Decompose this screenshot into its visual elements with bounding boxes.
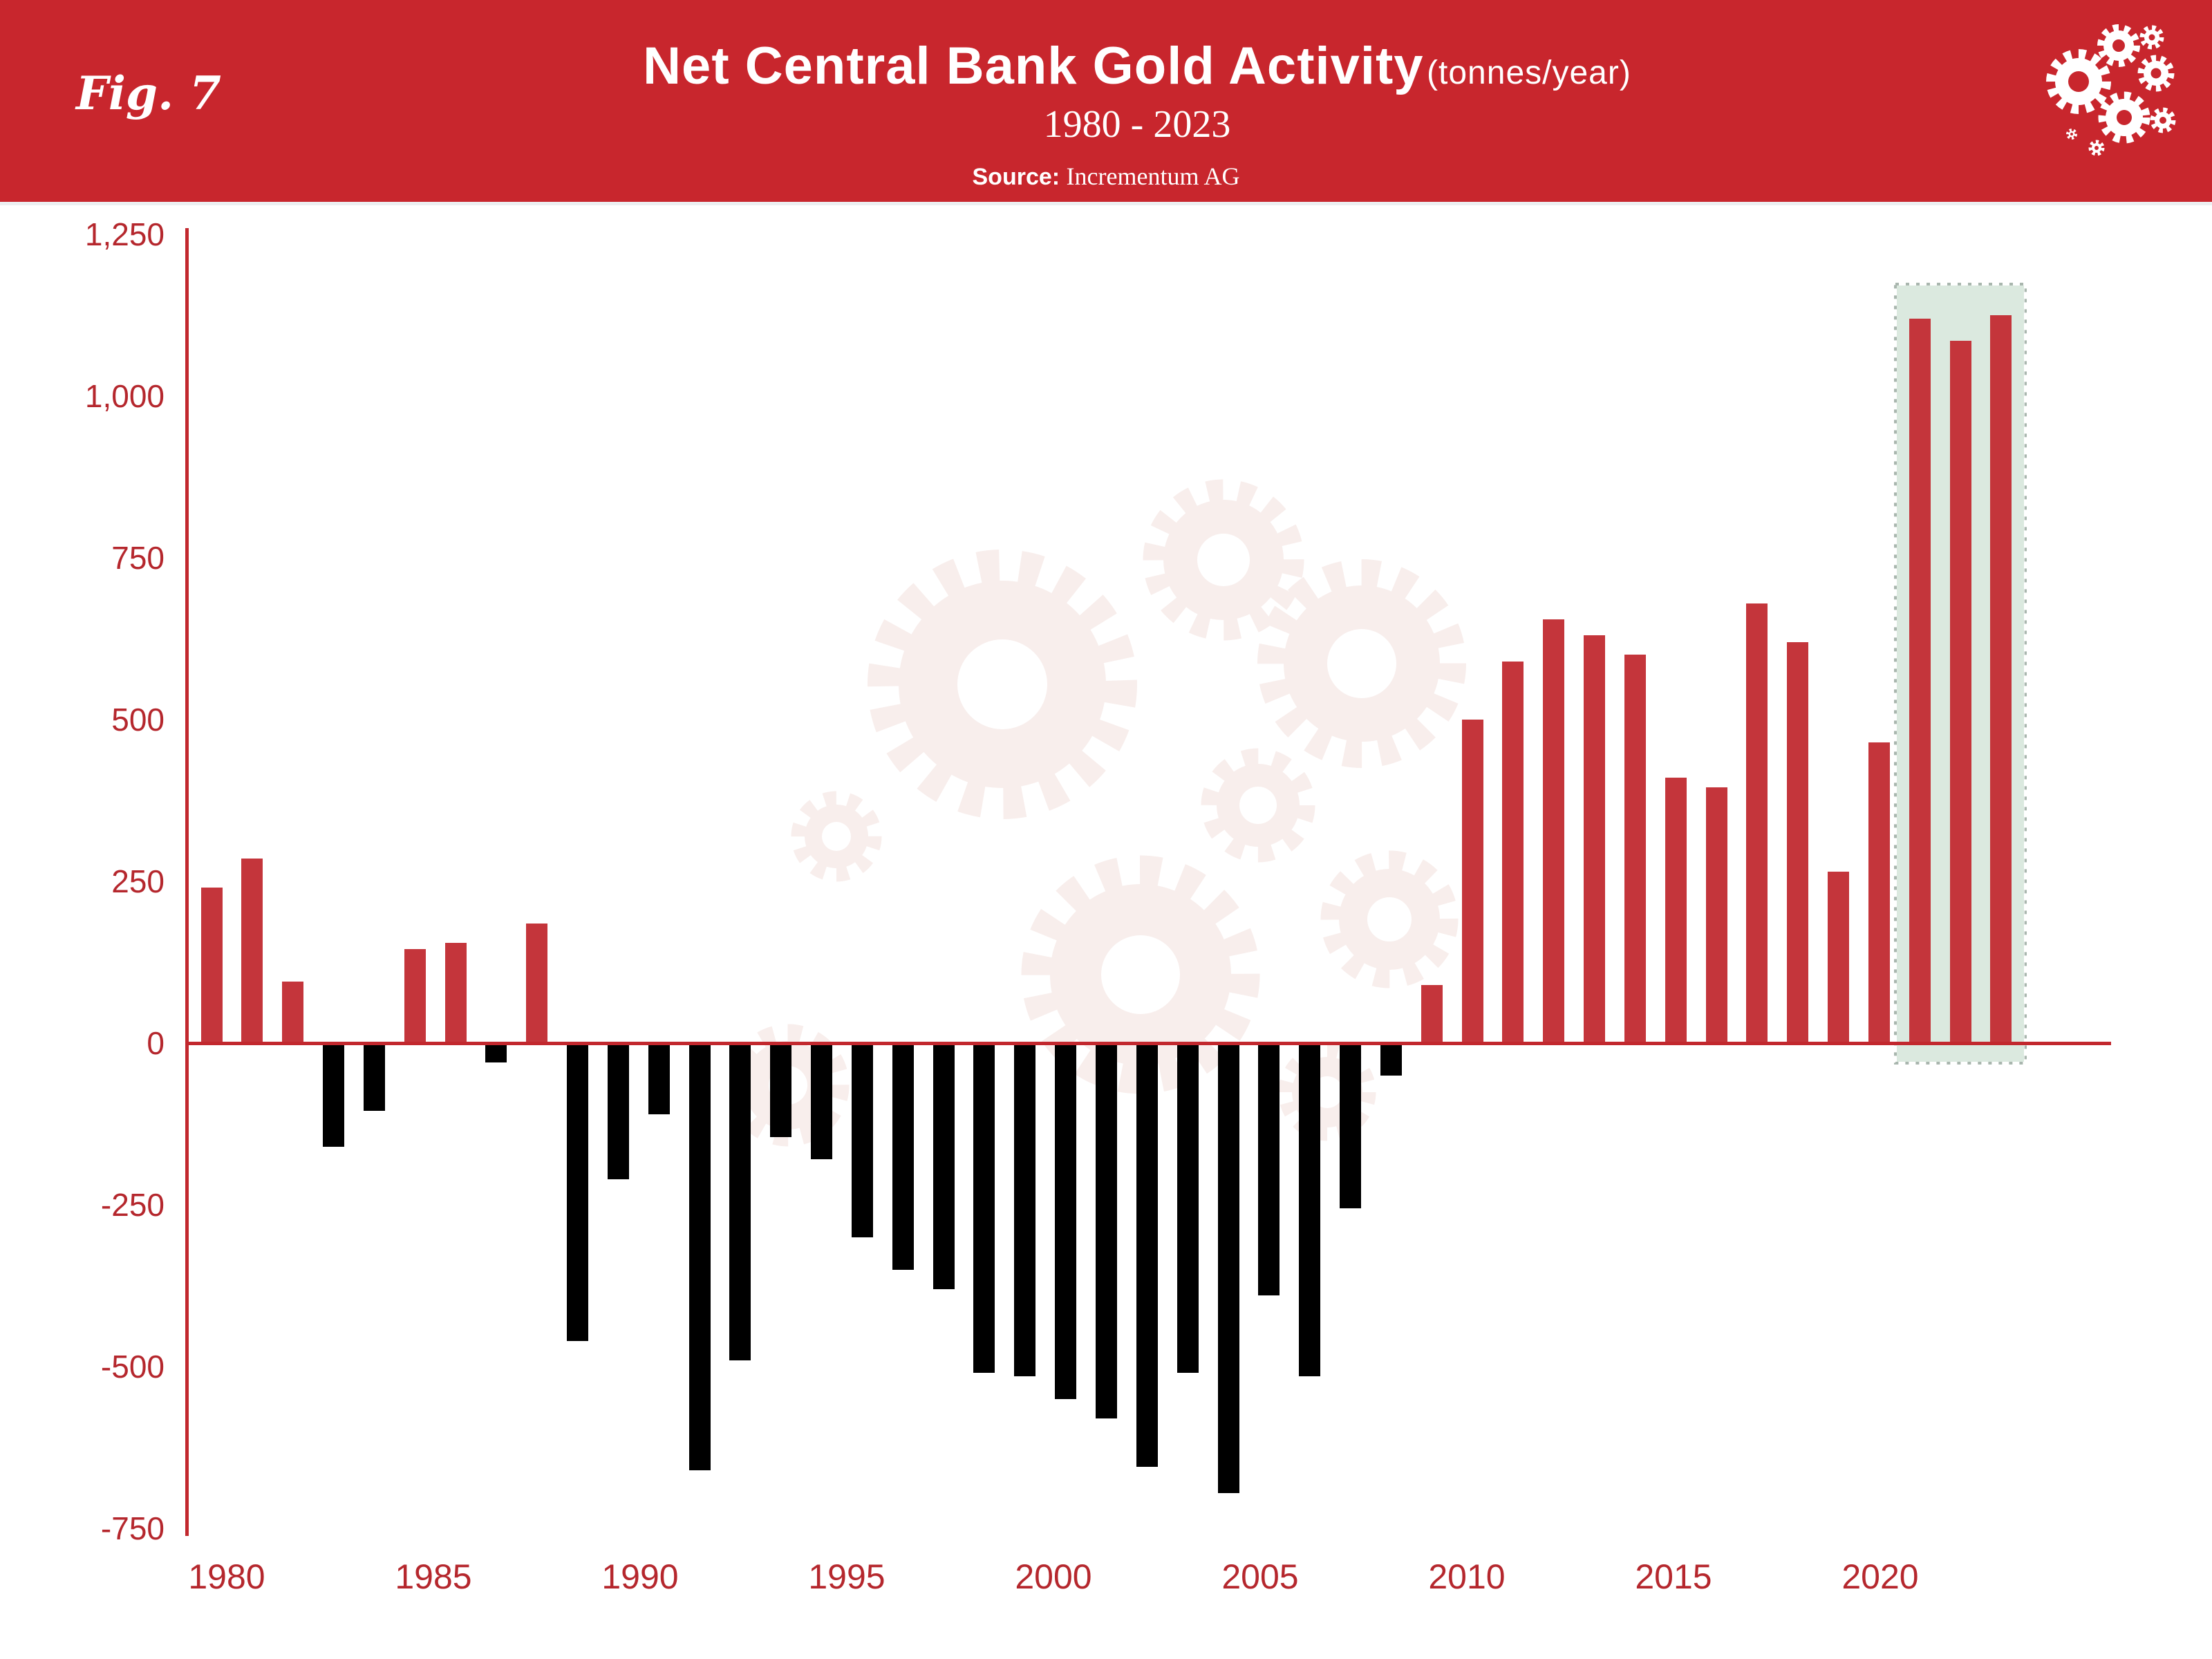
x-tick-label: 2020 bbox=[1841, 1557, 1919, 1596]
y-tick-label: -250 bbox=[100, 1187, 165, 1223]
bar-1994 bbox=[770, 1043, 792, 1137]
bar-2011 bbox=[1461, 720, 1483, 1043]
x-tick-label: 2015 bbox=[1635, 1557, 1712, 1596]
bar-1990 bbox=[607, 1043, 629, 1179]
y-tick-label: 500 bbox=[111, 702, 165, 738]
x-tick-label: 1995 bbox=[808, 1557, 885, 1596]
bar-2023 bbox=[1949, 341, 1971, 1043]
y-axis-line bbox=[185, 228, 189, 1536]
bar-2009 bbox=[1380, 1043, 1402, 1076]
bar-2018 bbox=[1746, 603, 1768, 1043]
bar-2015 bbox=[1624, 655, 1646, 1043]
bar-2020 bbox=[1828, 871, 1850, 1043]
x-axis-zero-line bbox=[185, 1042, 2111, 1045]
bar-2002 bbox=[1095, 1043, 1117, 1418]
bar-2008 bbox=[1340, 1043, 1362, 1208]
bar-2022 bbox=[1909, 318, 1931, 1043]
page-title: Net Central Bank Gold Activity bbox=[643, 37, 1424, 95]
bar-1982 bbox=[282, 982, 304, 1043]
source-label: Source: bbox=[972, 164, 1060, 190]
bar-1984 bbox=[363, 1043, 385, 1112]
y-tick-label: 750 bbox=[111, 540, 165, 576]
subtitle-years: 1980 - 2023 bbox=[1043, 103, 1231, 146]
x-tick-label: 2010 bbox=[1428, 1557, 1506, 1596]
bar-1986 bbox=[444, 942, 467, 1043]
y-tick-label: -500 bbox=[100, 1349, 165, 1385]
x-tick-label: 1985 bbox=[395, 1557, 472, 1596]
bar-1993 bbox=[729, 1043, 751, 1360]
bar-2000 bbox=[1014, 1043, 1036, 1377]
gears-watermark-icon bbox=[733, 479, 1466, 1147]
bar-2021 bbox=[1868, 742, 1890, 1043]
title-unit: (tonnes/year) bbox=[1427, 55, 1631, 91]
source-line: Source: Incrementum AG bbox=[0, 162, 2212, 191]
bar-1989 bbox=[567, 1043, 589, 1341]
highlight-border bbox=[1893, 283, 2027, 1065]
bar-2010 bbox=[1421, 984, 1443, 1043]
y-tick-label: -750 bbox=[100, 1510, 165, 1546]
bar-1995 bbox=[811, 1043, 833, 1160]
bar-1996 bbox=[851, 1043, 873, 1237]
header-title-row: Net Central Bank Gold Activity (tonnes/y… bbox=[0, 36, 2212, 96]
bar-1999 bbox=[973, 1043, 995, 1374]
bar-2006 bbox=[1258, 1043, 1280, 1296]
gears-logo-icon bbox=[2046, 24, 2176, 156]
bar-2003 bbox=[1136, 1043, 1158, 1468]
y-tick-label: 0 bbox=[147, 1025, 165, 1061]
bar-2019 bbox=[1787, 641, 1809, 1043]
bar-2013 bbox=[1543, 619, 1565, 1043]
bar-1980 bbox=[200, 888, 223, 1043]
bar-1981 bbox=[241, 859, 263, 1043]
bar-2005 bbox=[1217, 1043, 1239, 1493]
bar-1985 bbox=[404, 949, 426, 1043]
bar-1988 bbox=[526, 923, 548, 1043]
bar-2024 bbox=[1990, 315, 2012, 1043]
bar-1997 bbox=[892, 1043, 914, 1270]
x-tick-label: 1980 bbox=[188, 1557, 265, 1596]
band-divider bbox=[0, 202, 2212, 205]
bar-2001 bbox=[1055, 1043, 1077, 1399]
bar-2007 bbox=[1299, 1043, 1321, 1377]
x-tick-label: 1990 bbox=[601, 1557, 679, 1596]
y-tick-label: 250 bbox=[111, 863, 165, 899]
bar-2012 bbox=[1502, 661, 1524, 1043]
bar-1992 bbox=[688, 1043, 711, 1470]
source-value: Incrementum AG bbox=[1066, 162, 1240, 190]
bar-1983 bbox=[323, 1043, 345, 1147]
bar-2016 bbox=[1665, 778, 1687, 1043]
bar-2004 bbox=[1177, 1043, 1199, 1374]
bar-1991 bbox=[648, 1043, 670, 1114]
y-tick-label: 1,250 bbox=[84, 216, 165, 252]
x-tick-label: 2005 bbox=[1221, 1557, 1299, 1596]
y-tick-label: 1,000 bbox=[84, 378, 165, 414]
x-tick-label: 2000 bbox=[1015, 1557, 1092, 1596]
header-band bbox=[0, 0, 2212, 202]
figure-label: Fig. 7 bbox=[76, 66, 221, 120]
bar-1987 bbox=[485, 1043, 507, 1063]
bar-1998 bbox=[932, 1043, 955, 1289]
bar-2014 bbox=[1584, 635, 1606, 1043]
bar-2017 bbox=[1705, 787, 1727, 1043]
